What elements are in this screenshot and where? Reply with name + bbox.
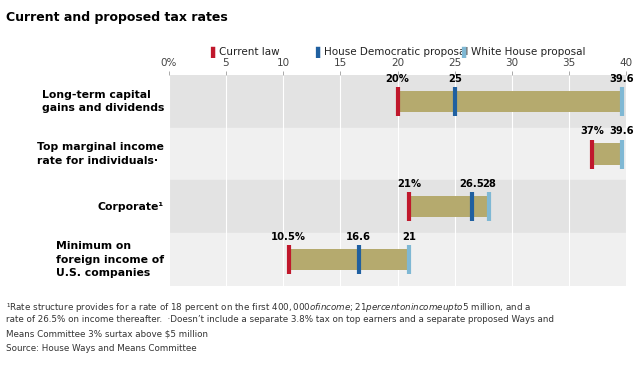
Text: 28: 28 <box>482 179 496 189</box>
Text: Current law: Current law <box>219 47 280 57</box>
Text: Corporate¹: Corporate¹ <box>98 202 164 212</box>
Text: Current and proposed tax rates: Current and proposed tax rates <box>6 11 228 24</box>
Text: 25: 25 <box>448 74 462 83</box>
Text: ▌: ▌ <box>315 47 323 58</box>
Text: 37%: 37% <box>580 126 604 137</box>
Text: Source: House Ways and Means Committee: Source: House Ways and Means Committee <box>6 344 197 353</box>
Text: ¹Rate structure provides for a rate of 18 percent on the first $400,000 of incom: ¹Rate structure provides for a rate of 1… <box>6 301 532 314</box>
Text: 10.5%: 10.5% <box>271 232 307 242</box>
Text: House Democratic proposal: House Democratic proposal <box>324 47 469 57</box>
Text: 21%: 21% <box>397 179 421 189</box>
Bar <box>409 196 489 217</box>
Text: Long-term capital
gains and dividends: Long-term capital gains and dividends <box>41 90 164 113</box>
Text: 26.5: 26.5 <box>460 179 484 189</box>
Text: rate of 26.5% on income thereafter.  ·Doesn’t include a separate 3.8% tax on top: rate of 26.5% on income thereafter. ·Doe… <box>6 315 555 324</box>
Text: 39.6: 39.6 <box>609 126 634 137</box>
Bar <box>169 75 626 128</box>
Text: White House proposal: White House proposal <box>471 47 585 57</box>
Text: ▌: ▌ <box>461 47 469 58</box>
Bar <box>169 128 626 181</box>
Bar <box>398 91 622 112</box>
Text: 20%: 20% <box>385 74 410 83</box>
Bar <box>592 144 622 165</box>
Text: Minimum on
foreign income of
U.S. companies: Minimum on foreign income of U.S. compan… <box>56 242 164 278</box>
Text: Top marginal income
rate for individuals·: Top marginal income rate for individuals… <box>37 142 164 166</box>
Bar <box>169 181 626 233</box>
Text: Means Committee 3% surtax above $5 million: Means Committee 3% surtax above $5 milli… <box>6 329 209 338</box>
Bar <box>169 233 626 286</box>
Text: 39.6: 39.6 <box>609 74 634 83</box>
Text: 16.6: 16.6 <box>346 232 371 242</box>
Text: 21: 21 <box>402 232 416 242</box>
Bar <box>289 249 409 270</box>
Text: ▌: ▌ <box>210 47 218 58</box>
